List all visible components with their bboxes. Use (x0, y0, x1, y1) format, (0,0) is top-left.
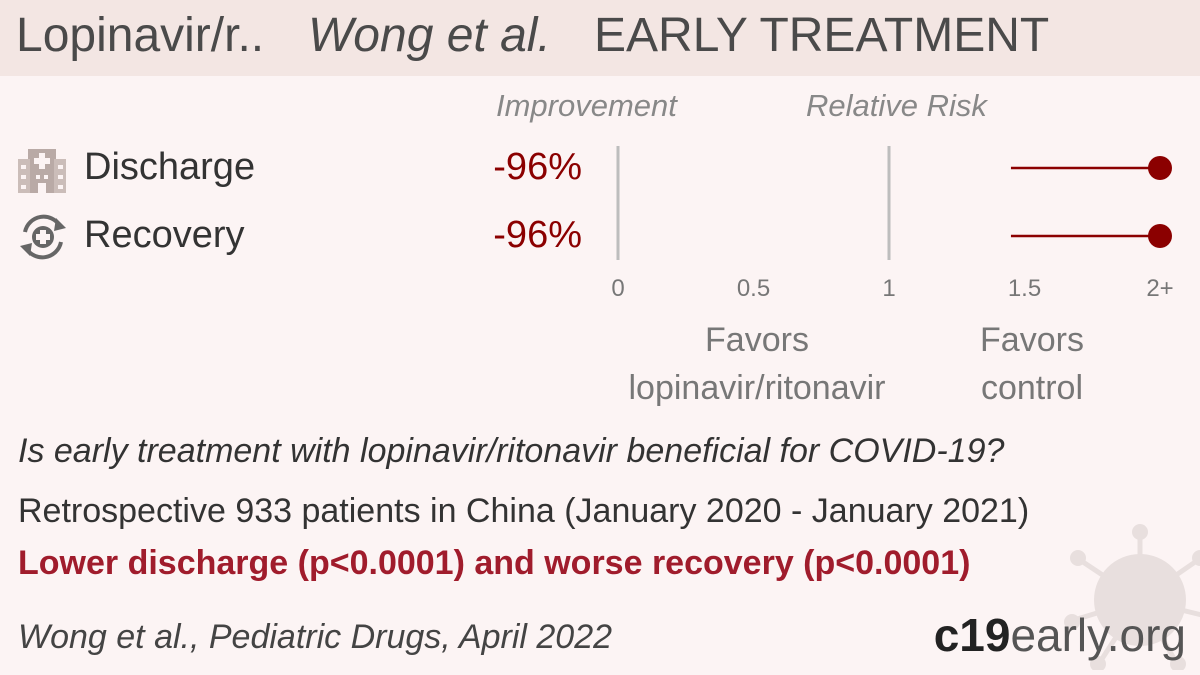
row-value-discharge: -96% (493, 146, 582, 188)
question-suffix: beneficial for COVID-19? (617, 432, 1005, 470)
citation: Wong et al., Pediatric Drugs, April 2022 (18, 618, 613, 656)
study-question: Is early treatment with lopinavir/ritona… (18, 432, 1004, 471)
x-tick-label: 0.5 (737, 275, 770, 302)
row-label-discharge: Discharge (84, 146, 256, 188)
favors-treatment-line1: Favors (705, 321, 809, 359)
x-tick-label: 2+ (1146, 275, 1173, 302)
header-bar: Lopinavir/r.. Wong et al. EARLY TREATMEN… (0, 0, 1200, 76)
point-estimate (1148, 224, 1172, 248)
relative-risk-column-header: Relative Risk (806, 88, 987, 123)
point-estimate (1148, 156, 1172, 180)
favors-treatment-line2: lopinavir/ritonavir (628, 369, 886, 407)
virus-icon (1064, 524, 1200, 670)
row-value-recovery: -96% (493, 214, 582, 256)
row-label-recovery: Recovery (84, 214, 245, 256)
treatment-title: Lopinavir/r.. (16, 9, 265, 62)
favors-treatment-label: Favors lopinavir/ritonavir (600, 316, 914, 412)
study-result: Lower discharge (p<0.0001) and worse rec… (18, 544, 971, 582)
recovery-icon (20, 214, 66, 260)
x-tick-label: 0 (611, 275, 624, 302)
favors-control-label: Favors control (932, 316, 1132, 412)
favors-control-line2: control (980, 369, 1084, 407)
favors-control-line1: Favors (980, 321, 1084, 359)
brand-part2: early.org (1010, 609, 1186, 661)
brand-logo[interactable]: c19early.org (934, 608, 1186, 662)
study-design: Retrospective 933 patients in China (Jan… (18, 492, 1030, 530)
x-tick-label: 1.5 (1008, 275, 1041, 302)
x-tick-label: 1 (882, 275, 895, 302)
hospital-icon (18, 149, 66, 193)
author-title: Wong et al. (308, 9, 551, 62)
improvement-column-header: Improvement (496, 88, 677, 123)
question-prefix: Is early treatment with (18, 432, 361, 470)
brand-part1: c19 (933, 609, 1011, 661)
question-drug: lopinavir/ritonavir (360, 432, 618, 470)
stage-title: EARLY TREATMENT (594, 9, 1050, 62)
